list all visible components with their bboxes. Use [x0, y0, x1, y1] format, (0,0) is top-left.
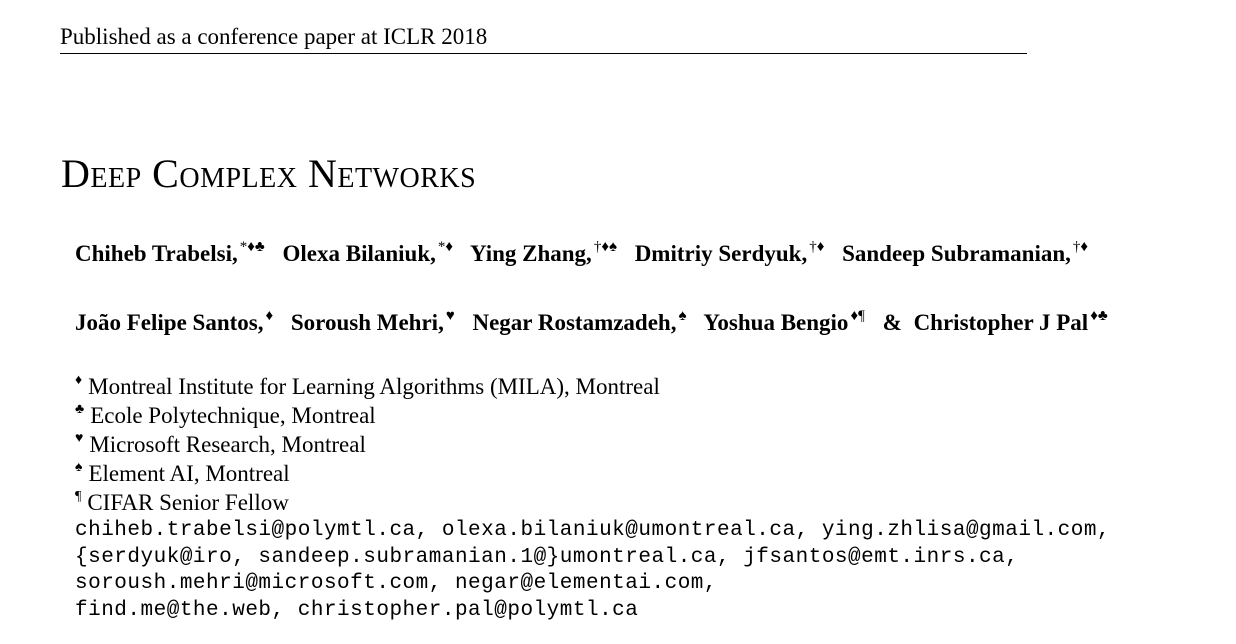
affiliations: ♦ Montreal Institute for Learning Algorit… [75, 372, 660, 517]
affiliation-symbol: ♠ [75, 460, 83, 475]
affiliation-symbol: ♣ [75, 402, 85, 417]
affiliation-symbol: ♥ [75, 431, 84, 446]
author-marks: †♦♠ [593, 239, 617, 255]
email-line: soroush.mehri@microsoft.com, negar@eleme… [75, 572, 718, 595]
affiliation: ♣ Ecole Polytechnique, Montreal [75, 401, 660, 430]
affiliation-text: Microsoft Research, Montreal [89, 432, 366, 457]
author-name: Soroush Mehri, [290, 310, 444, 335]
author-name: Dmitriy Serdyuk, [634, 241, 808, 266]
email-line: find.me@the.web, christopher.pal@polymtl… [75, 598, 639, 622]
author: Soroush Mehri, ♥ [290, 308, 455, 336]
affiliation: ¶ CIFAR Senior Fellow [75, 488, 660, 517]
author-marks: †♦ [1072, 239, 1089, 255]
affiliation: ♦ Montreal Institute for Learning Algorit… [75, 372, 660, 401]
email-line: chiheb.trabelsi@polymtl.ca, olexa.bilani… [75, 519, 1111, 542]
author: João Felipe Santos, ♦ [75, 308, 274, 336]
author-name: Olexa Bilaniuk, [282, 241, 436, 266]
author: Ying Zhang, †♦♠ [469, 239, 617, 267]
affiliation: ♠ Element AI, Montreal [75, 459, 660, 488]
author-marks: ♦♣ [1090, 308, 1108, 324]
affiliation-symbol: ¶ [75, 489, 82, 504]
ampersand: & [882, 310, 902, 335]
email-line: {serdyuk@iro, sandeep.subramanian.1@}umo… [75, 545, 1019, 569]
affiliation: ♥ Microsoft Research, Montreal [75, 430, 660, 459]
author-name: Yoshua Bengio [703, 310, 849, 335]
email-block: chiheb.trabelsi@polymtl.ca, olexa.bilani… [75, 518, 1110, 624]
author-marks: †♦ [809, 239, 825, 255]
author-marks: ♠ [678, 308, 687, 324]
author: Sandeep Subramanian, †♦ [842, 239, 1089, 267]
paper-title: Deep Complex Networks [61, 151, 477, 196]
author-row-2: João Felipe Santos, ♦ Soroush Mehri, ♥ Neg… [75, 309, 1108, 337]
author: Chiheb Trabelsi, *♦♣ [75, 239, 265, 267]
author-name: Ying Zhang, [469, 241, 592, 266]
author: Negar Rostamzadeh, ♠ [472, 308, 687, 336]
header-text: Published as a conference paper at ICLR … [60, 24, 488, 49]
author-marks: ♦ [265, 308, 274, 324]
author: Olexa Bilaniuk, *♦ [282, 239, 454, 267]
author-marks: ♥ [445, 308, 455, 324]
affiliation-text: Montreal Institute for Learning Algorith… [88, 374, 660, 399]
author: Yoshua Bengio ♦¶ [703, 308, 865, 336]
author-marks: ♦¶ [850, 308, 865, 324]
author-name: Negar Rostamzadeh, [472, 310, 677, 335]
author-row-1: Chiheb Trabelsi, *♦♣ Olexa Bilaniuk, *♦ Yi… [75, 240, 1088, 268]
author-name: Chiheb Trabelsi, [75, 241, 238, 266]
author-marks: *♦ [437, 239, 454, 255]
author: Dmitriy Serdyuk, †♦ [634, 239, 825, 267]
author: Christopher J Pal ♦♣ [913, 308, 1108, 336]
author-marks: *♦♣ [239, 239, 265, 255]
running-header: Published as a conference paper at ICLR … [60, 22, 1027, 54]
affiliation-text: Element AI, Montreal [88, 461, 290, 486]
author-name: Christopher J Pal [913, 310, 1089, 335]
author-name: Sandeep Subramanian, [842, 241, 1071, 266]
affiliation-text: CIFAR Senior Fellow [87, 490, 289, 515]
author-name: João Felipe Santos, [75, 310, 264, 335]
affiliation-symbol: ♦ [75, 373, 83, 388]
affiliation-text: Ecole Polytechnique, Montreal [90, 403, 376, 428]
